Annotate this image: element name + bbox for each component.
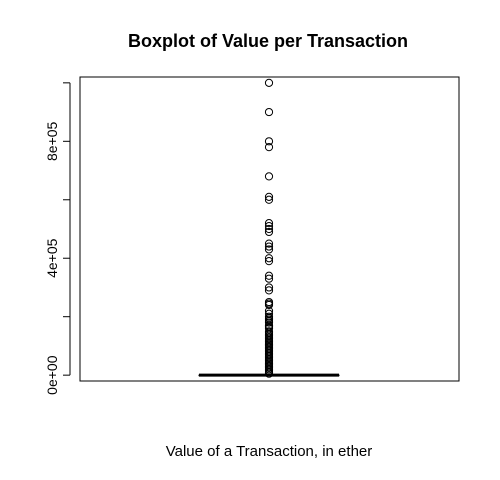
- outlier-point: [264, 78, 274, 87]
- outlier-point: [264, 143, 274, 152]
- outlier-point: [264, 283, 274, 292]
- x-axis-label: Value of a Transaction, in ether: [166, 443, 373, 460]
- outlier-point: [264, 192, 274, 201]
- y-tick-label: 0e+00: [44, 355, 60, 395]
- outlier-point: [264, 271, 274, 280]
- outlier-point: [264, 318, 274, 327]
- outlier-point: [264, 369, 274, 378]
- y-tick-label: 4e+05: [44, 238, 60, 278]
- outlier-point: [264, 274, 274, 283]
- y-tick-label: 8e+05: [44, 121, 60, 161]
- outlier-point: [264, 245, 274, 254]
- outlier-point: [264, 242, 274, 251]
- plot-frame: [79, 76, 460, 382]
- outlier-point: [264, 286, 274, 295]
- outlier-point: [264, 219, 274, 228]
- outlier-point: [264, 172, 274, 181]
- outlier-point: [264, 107, 274, 117]
- outlier-point: [264, 227, 274, 237]
- outlier-point: [264, 195, 274, 204]
- chart-title: Boxplot of Value per Transaction: [128, 31, 408, 51]
- outlier-point: [264, 257, 274, 266]
- outlier-point: [264, 224, 274, 234]
- outlier-point: [264, 300, 274, 310]
- outlier-points: [264, 78, 274, 378]
- outlier-point: [264, 221, 274, 231]
- outlier-point: [264, 137, 274, 146]
- outlier-point: [264, 254, 274, 263]
- y-axis: 0e+00 4e+05 8e+05: [44, 82, 71, 395]
- outlier-point: [264, 239, 274, 248]
